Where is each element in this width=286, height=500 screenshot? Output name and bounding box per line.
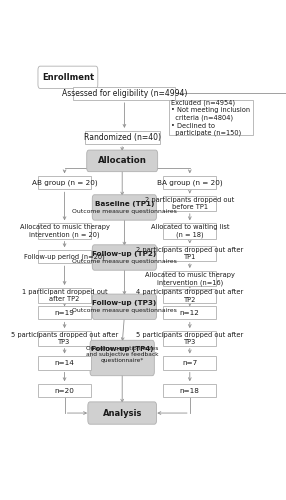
- Text: Outcome measure questionnaires: Outcome measure questionnaires: [72, 308, 177, 313]
- Text: Allocated to music therapy
intervention (n=16): Allocated to music therapy intervention …: [145, 272, 235, 285]
- Text: BA group (n = 20): BA group (n = 20): [157, 180, 223, 186]
- FancyBboxPatch shape: [87, 150, 158, 172]
- Text: Follow-up (TP3): Follow-up (TP3): [92, 300, 156, 306]
- Bar: [85, 131, 160, 144]
- Bar: [38, 176, 91, 190]
- Text: 2 participants dropped out
before TP1: 2 participants dropped out before TP1: [145, 197, 235, 210]
- Text: n=19: n=19: [55, 310, 74, 316]
- Text: Outcome questionnaires
and subjective feedback
questionnaire*: Outcome questionnaires and subjective fe…: [86, 346, 158, 364]
- Bar: [163, 384, 217, 398]
- Bar: [163, 271, 217, 286]
- FancyBboxPatch shape: [88, 402, 156, 424]
- Bar: [38, 331, 91, 345]
- Text: 5 participants dropped out after
TP3: 5 participants dropped out after TP3: [11, 332, 118, 345]
- FancyBboxPatch shape: [38, 66, 98, 88]
- Text: Follow-up period (n=20): Follow-up period (n=20): [24, 254, 105, 260]
- Text: n=14: n=14: [55, 360, 74, 366]
- Text: Follow-up (TP4): Follow-up (TP4): [91, 346, 153, 352]
- FancyBboxPatch shape: [92, 195, 156, 220]
- Text: Allocated to music therapy
intervention (n = 20): Allocated to music therapy intervention …: [20, 224, 110, 238]
- Text: Outcome measure questionnaires: Outcome measure questionnaires: [72, 208, 177, 214]
- Text: 1 participant dropped out
after TP2: 1 participant dropped out after TP2: [22, 288, 107, 302]
- Bar: [38, 356, 91, 370]
- Bar: [38, 223, 91, 238]
- FancyBboxPatch shape: [90, 340, 154, 376]
- Bar: [38, 288, 91, 302]
- Text: 2 participants dropped out after
TP1: 2 participants dropped out after TP1: [136, 247, 243, 260]
- Bar: [163, 196, 217, 211]
- Text: Allocated to waiting list
(n = 18): Allocated to waiting list (n = 18): [150, 224, 229, 238]
- FancyBboxPatch shape: [92, 294, 156, 320]
- Text: 4 participants dropped out after
TP2: 4 participants dropped out after TP2: [136, 290, 243, 302]
- Bar: [38, 384, 91, 398]
- Text: Baseline (TP1): Baseline (TP1): [95, 201, 154, 207]
- Text: Allocation: Allocation: [98, 156, 147, 166]
- Text: Follow-up (TP2): Follow-up (TP2): [92, 251, 156, 257]
- Text: n=20: n=20: [55, 388, 74, 394]
- Bar: [163, 176, 217, 190]
- Text: 5 participants dropped out after
TP3: 5 participants dropped out after TP3: [136, 332, 243, 345]
- Text: Analysis: Analysis: [102, 408, 142, 418]
- Text: Excluded (n=4954)
• Not meeting inclusion
  criteria (n=4804)
• Declined to
  pa: Excluded (n=4954) • Not meeting inclusio…: [171, 99, 250, 136]
- Bar: [38, 250, 91, 264]
- Text: Enrollment: Enrollment: [42, 73, 94, 82]
- Text: Outcome measure questionnaires: Outcome measure questionnaires: [72, 258, 177, 264]
- Text: Assessed for eligibility (n=4994): Assessed for eligibility (n=4994): [62, 89, 187, 98]
- Text: Randomized (n=40): Randomized (n=40): [84, 133, 161, 142]
- Bar: [74, 87, 175, 100]
- Text: AB group (n = 20): AB group (n = 20): [32, 180, 97, 186]
- Bar: [163, 356, 217, 370]
- Bar: [163, 306, 217, 320]
- Bar: [169, 100, 253, 135]
- Bar: [163, 288, 217, 304]
- Bar: [163, 223, 217, 238]
- Text: n=7: n=7: [182, 360, 197, 366]
- Bar: [163, 246, 217, 261]
- Text: n=18: n=18: [180, 388, 200, 394]
- Text: n=12: n=12: [180, 310, 200, 316]
- Bar: [38, 306, 91, 320]
- Bar: [163, 331, 217, 345]
- FancyBboxPatch shape: [92, 245, 156, 270]
